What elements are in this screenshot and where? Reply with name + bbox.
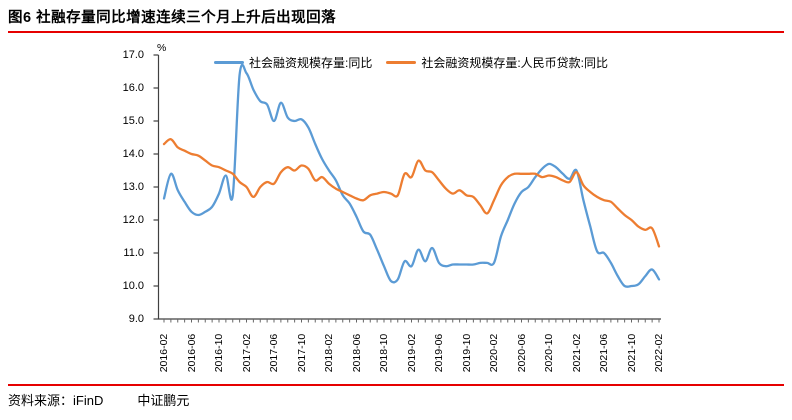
y-axis-tick-label: 16.0	[122, 82, 144, 94]
legend-item-rmb-loans-tongbi: 社会融资规模存量:人民币贷款:同比	[386, 54, 608, 71]
x-axis-tick-label: 2017-02	[240, 333, 253, 373]
chart-legend: 社会融资规模存量:同比 社会融资规模存量:人民币贷款:同比	[214, 54, 608, 71]
brand-name: 中证鹏元	[137, 393, 190, 408]
figure-title: 图6 社融存量同比增速连续三个月上升后出现回落	[8, 10, 337, 26]
y-axis-tick-label: 10.0	[122, 280, 144, 292]
legend-line-swatch-orange	[386, 61, 417, 64]
legend-label: 社会融资规模存量:人民币贷款:同比	[421, 56, 609, 70]
x-axis-tick-label: 2020-02	[488, 333, 500, 373]
x-axis-tick-label: 2020-10	[543, 333, 555, 373]
source-label: 资料来源：iFinD	[8, 393, 104, 408]
footer-top-rule	[8, 384, 784, 386]
y-axis-unit-label: %	[157, 42, 167, 54]
x-axis-tick-label: 2021-10	[625, 333, 638, 373]
x-axis-tick-label: 2019-06	[433, 333, 445, 373]
x-axis-tick-label: 2018-02	[323, 333, 335, 373]
x-axis-tick-label: 2021-02	[570, 333, 583, 373]
x-axis-tick-label: 2016-06	[185, 333, 198, 373]
source-note: 资料来源：iFinD 中证鹏元	[8, 390, 189, 409]
x-axis-tick-label: 2017-10	[295, 333, 308, 373]
series-line-rmb-loans-yoy	[162, 138, 661, 248]
x-axis-tick-label: 2019-10	[460, 333, 473, 373]
y-axis-tick-label: 14.0	[122, 148, 144, 160]
y-axis-tick-label: 13.0	[122, 181, 144, 193]
y-axis-tick-label: 11.0	[123, 247, 144, 259]
legend-line-swatch-blue	[214, 61, 244, 64]
x-axis-tick-label: 2020-06	[515, 333, 528, 373]
x-axis-tick-label: 2016-02	[158, 333, 170, 373]
x-axis-tick-label: 2016-10	[213, 333, 225, 373]
x-axis-tick-label: 2018-10	[378, 333, 390, 373]
y-axis-tick-label: 15.0	[122, 115, 144, 127]
x-axis-tick-label: 2022-02	[653, 333, 665, 373]
y-axis-tick-label: 12.0	[122, 214, 144, 226]
x-axis-tick-label: 2021-06	[598, 333, 610, 373]
legend-label: 社会融资规模存量:同比	[249, 56, 373, 70]
y-axis-tick-label: 9.0	[128, 313, 144, 325]
legend-item-shzr-tongbi: 社会融资规模存量:同比	[214, 54, 372, 71]
title-underline-rule	[8, 31, 784, 33]
x-axis-tick-label: 2018-06	[350, 333, 363, 373]
x-axis-tick-label: 2017-06	[268, 333, 280, 373]
y-axis-tick-label: 17.0	[122, 49, 144, 61]
x-axis-tick-label: 2019-02	[405, 333, 418, 373]
series-line-social-financing-yoy	[162, 63, 661, 288]
